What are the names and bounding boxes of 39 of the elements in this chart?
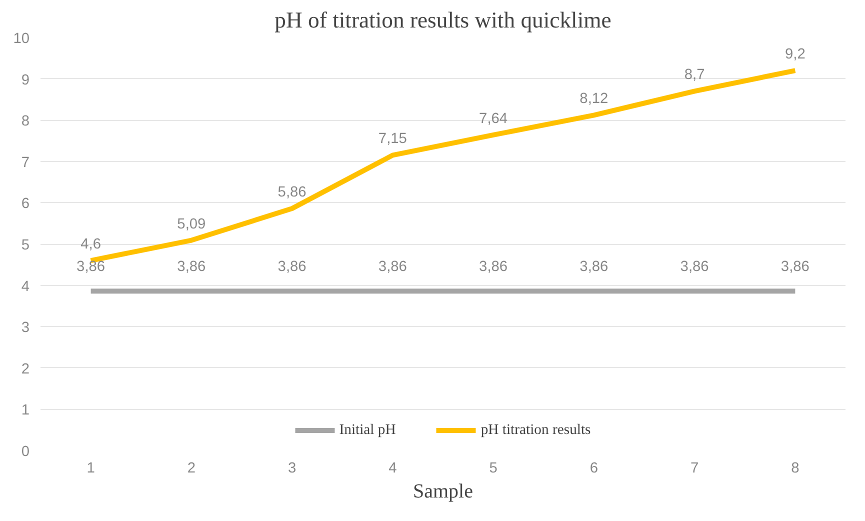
y-tick-label: 8 (21, 114, 30, 130)
legend-label: pH titration results (480, 422, 591, 438)
y-tick-label: 6 (21, 196, 30, 212)
data-label: 7,64 (479, 110, 508, 127)
data-label: 8,12 (580, 91, 608, 108)
legend-label: Initial pH (339, 422, 396, 438)
data-label: 3,86 (278, 259, 306, 276)
chart-title: pH of titration results with quicklime (274, 8, 612, 32)
x-axis-title: Sample (413, 480, 474, 502)
data-label: 3,86 (76, 259, 106, 276)
x-tick-label: 4 (388, 460, 397, 476)
data-label: 5,86 (278, 184, 306, 200)
y-tick-label: 2 (21, 361, 30, 378)
y-tick-label: 0 (21, 444, 30, 460)
y-tick-label: 1 (21, 402, 30, 419)
data-label: 8,7 (684, 67, 705, 84)
data-label: 4,6 (80, 236, 101, 253)
data-label: 3,86 (780, 259, 810, 276)
y-tick-label: 7 (21, 154, 30, 171)
y-tick-label: 10 (13, 31, 30, 47)
y-tick-label: 9 (21, 72, 30, 88)
x-tick-label: 3 (288, 460, 296, 476)
y-tick-label: 3 (21, 320, 30, 336)
x-tick-label: 8 (791, 460, 800, 476)
data-label: 7,15 (378, 131, 407, 148)
data-label: 3,86 (680, 259, 709, 276)
data-label: 3,86 (177, 259, 206, 276)
x-tick-label: 6 (590, 460, 598, 476)
x-tick-label: 1 (86, 460, 95, 476)
data-label: 3,86 (479, 259, 508, 276)
data-label: 5,09 (177, 216, 206, 232)
x-tick-label: 2 (187, 460, 196, 476)
y-tick-label: 4 (21, 278, 30, 295)
x-tick-label: 5 (489, 460, 498, 476)
data-label: 3,86 (580, 259, 608, 276)
data-label: 3,86 (378, 259, 407, 276)
data-label: 9,2 (785, 46, 806, 63)
y-tick-label: 5 (21, 238, 30, 254)
x-tick-label: 7 (690, 460, 699, 476)
